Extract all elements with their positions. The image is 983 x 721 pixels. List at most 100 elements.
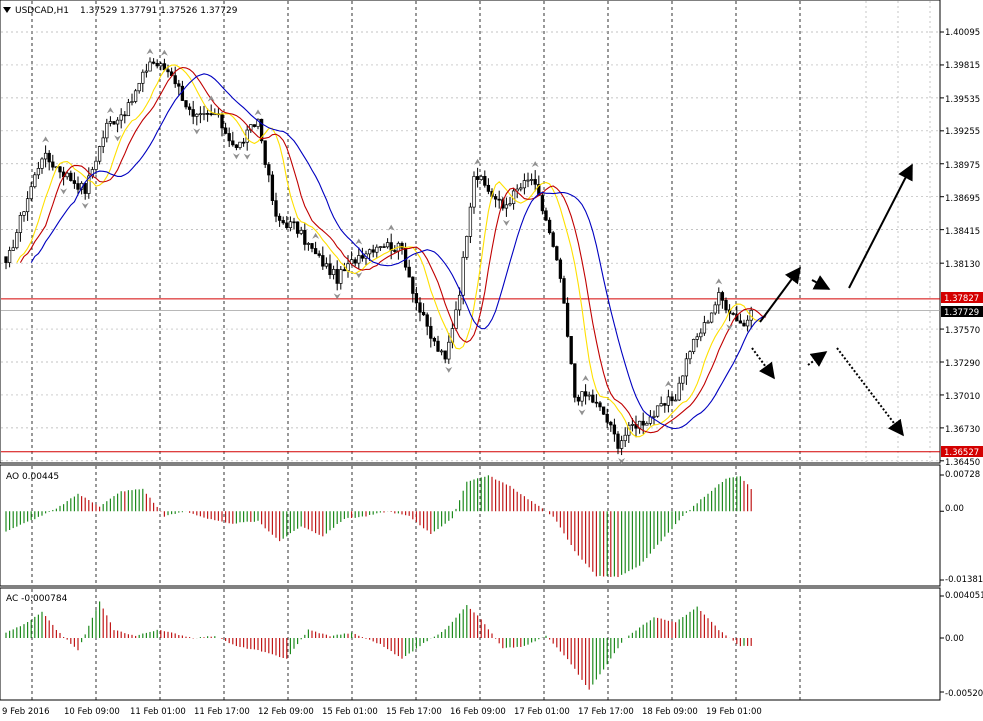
candle-body (209, 113, 213, 115)
candle-body (569, 336, 573, 365)
horizontal-levels (1, 298, 940, 453)
candle-body (717, 292, 721, 306)
candle-body (447, 341, 451, 360)
candle-body (684, 358, 689, 377)
fractal-up-icon (474, 158, 482, 165)
candle-body (580, 391, 584, 402)
candle-body (47, 152, 51, 163)
candle-body (544, 210, 548, 221)
fractal-down-icon (81, 202, 89, 209)
candle-body (11, 247, 15, 251)
candle-body (443, 350, 447, 360)
fractal-down-icon (502, 219, 510, 226)
candle-body (205, 113, 210, 115)
time-label: 18 Feb 09:00 (642, 707, 698, 717)
candle-body (713, 304, 717, 314)
fractal-up-icon (106, 107, 114, 114)
candle-body (4, 256, 8, 263)
resistance-tag (941, 292, 983, 303)
candle-body (565, 302, 570, 337)
candle-body (191, 109, 195, 117)
candle-body (317, 253, 321, 256)
candle-body (270, 174, 275, 201)
candle-body (529, 179, 534, 181)
candle-body (119, 114, 123, 121)
forecast-arrow-up-2 (848, 163, 913, 289)
fractal-up-icon (355, 238, 363, 245)
candle-body (706, 321, 710, 324)
candle-body (519, 187, 523, 190)
candle-body (15, 232, 19, 249)
current-price-label: 1.37729 (944, 308, 979, 318)
candle-body (504, 204, 509, 209)
candle-body (367, 249, 372, 255)
fractal-up-icon (42, 136, 50, 143)
ac-histogram (5, 595, 944, 693)
candle-body (681, 375, 685, 384)
collapse-triangle-icon[interactable] (3, 7, 11, 13)
resistance-tag-label: 1.37827 (944, 294, 979, 304)
candle-body (133, 90, 138, 102)
forecast-arrows (751, 163, 913, 437)
candle-body (72, 180, 77, 184)
candle-body (623, 434, 627, 442)
candle-body (94, 160, 98, 170)
candle-body (486, 184, 491, 192)
candle-body (166, 69, 170, 73)
candle-body (533, 179, 537, 185)
chart-header: USDCAD,H1 1.37529 1.37791 1.37526 1.3772… (3, 6, 238, 16)
candle-body (677, 382, 681, 401)
fractal-down-icon (60, 188, 68, 195)
candle-body (173, 75, 177, 85)
candle-body (58, 166, 62, 173)
candle-body (144, 70, 149, 73)
candle-body (731, 313, 735, 315)
candle-body (670, 396, 674, 402)
candle-body (598, 402, 602, 408)
candle-body (69, 172, 73, 181)
candle-body (83, 182, 87, 194)
candle-body (137, 82, 141, 92)
ao-tick: 0.00 (945, 504, 964, 514)
candle-body (605, 413, 609, 423)
time-axis: 9 Feb 2016 10 Feb 09:00 11 Feb 01:00 11 … (2, 707, 762, 717)
candle-body (360, 255, 365, 259)
candle-body (573, 363, 577, 398)
candle-body (472, 176, 476, 208)
candle-body (277, 215, 282, 221)
candle-body (18, 215, 23, 233)
candle-body (285, 222, 289, 229)
candle-body (432, 337, 437, 342)
candle-body (587, 394, 591, 397)
candle-body (292, 221, 296, 224)
candle-body (303, 229, 307, 245)
candle-body (555, 246, 559, 261)
candle-body (342, 269, 347, 272)
candle-body (497, 198, 501, 201)
candle-body (371, 249, 375, 253)
candle-body (558, 259, 563, 279)
candle-body (594, 401, 599, 404)
candle-body (475, 176, 480, 180)
candle-body (184, 100, 188, 108)
candle-body (40, 158, 44, 169)
candle-body (281, 220, 285, 224)
candle-body (468, 206, 473, 237)
candle-body (310, 243, 314, 249)
price-tick: 1.38415 (945, 227, 980, 237)
candle-body (454, 309, 458, 329)
ac-panel[interactable] (0, 587, 941, 701)
candle-body (526, 179, 530, 182)
candle-body (562, 278, 566, 304)
candles (4, 57, 753, 456)
forecast-arrow-right (811, 275, 831, 290)
candle-body (457, 294, 462, 311)
fractal-down-icon (445, 366, 453, 373)
candle-body (439, 350, 444, 353)
candle-body (331, 269, 336, 276)
candle-body (375, 246, 379, 253)
symbol-label: USDCAD,H1 (15, 6, 69, 16)
candle-body (22, 211, 26, 216)
ao-histogram (5, 474, 944, 581)
